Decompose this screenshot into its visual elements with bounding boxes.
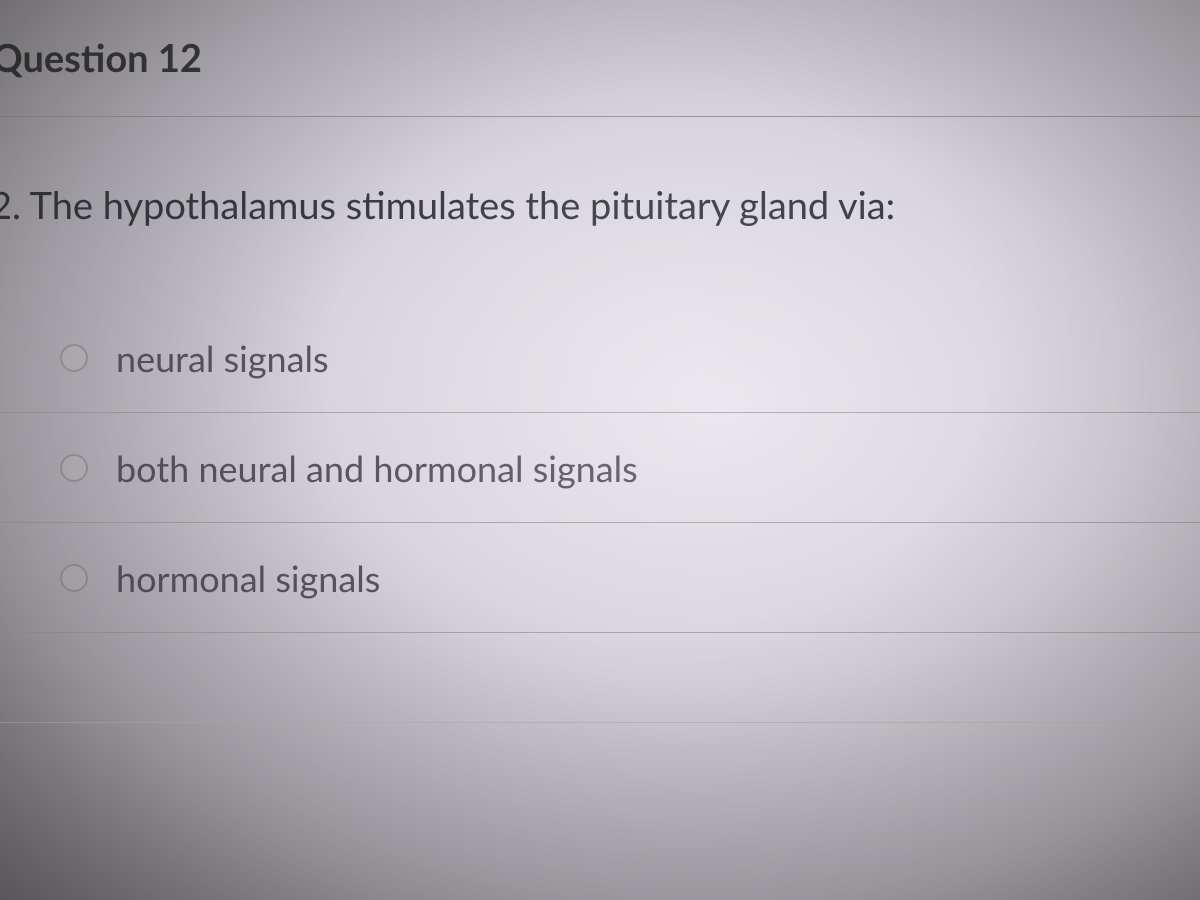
option-row[interactable]: both neural and hormonal signals <box>0 413 1200 523</box>
question-title: Question 12 <box>0 35 1200 81</box>
option-label: neural signals <box>116 336 329 380</box>
option-label: hormonal signals <box>116 556 380 600</box>
question-number: 2. <box>0 182 21 228</box>
question-text: The hypothalamus stimulates the pituitar… <box>30 182 896 228</box>
question-body: 2. The hypothalamus stimulates the pitui… <box>0 117 1200 723</box>
options-end-divider <box>0 633 1200 723</box>
option-label: both neural and hormonal signals <box>116 446 638 490</box>
question-header: Question 12 <box>0 0 1200 117</box>
question-prompt: 2. The hypothalamus stimulates the pitui… <box>0 182 1200 228</box>
radio-icon <box>60 344 88 372</box>
options-list: neural signals both neural and hormonal … <box>0 303 1200 723</box>
option-row[interactable]: neural signals <box>0 303 1200 413</box>
radio-icon <box>60 564 88 592</box>
radio-icon <box>60 454 88 482</box>
quiz-question-card: Question 12 2. The hypothalamus stimulat… <box>0 0 1200 900</box>
option-row[interactable]: hormonal signals <box>0 523 1200 633</box>
